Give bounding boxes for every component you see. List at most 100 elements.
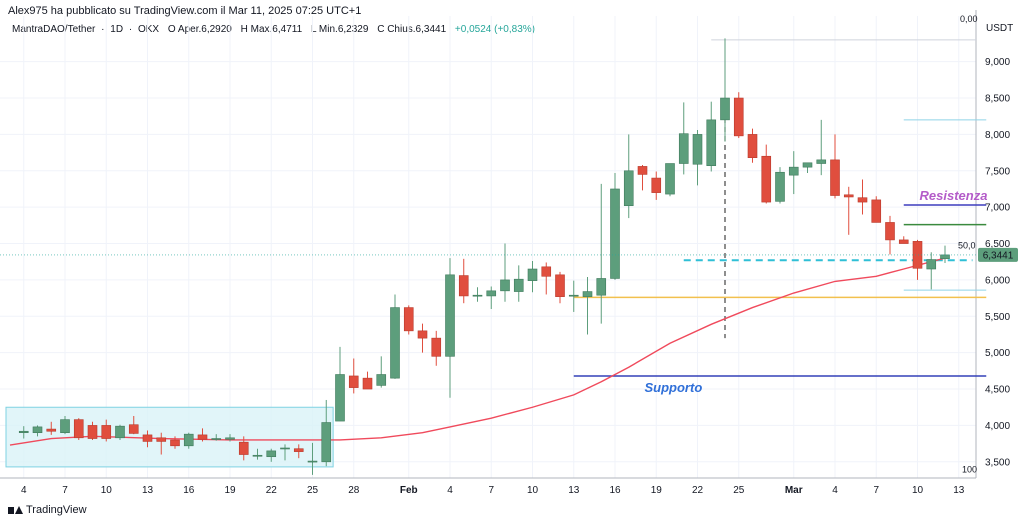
candle-down [403, 307, 414, 332]
candle-down [293, 448, 304, 452]
y-tick-label: 8,000 [985, 130, 1010, 141]
x-tick-label: 16 [609, 485, 621, 496]
candle-up [115, 425, 125, 439]
high-prefix: H [240, 24, 248, 35]
candle-up [623, 170, 634, 207]
y-tick-label: 5,000 [985, 348, 1010, 359]
x-tick-label: 10 [912, 485, 924, 496]
symbol-info-bar: MantraDAO/Tether · 1D · OKX O Aper.6,292… [12, 24, 535, 35]
support-label: Supporto [645, 380, 703, 395]
tradingview-logo[interactable]: TradingView [8, 504, 87, 516]
candle-up [940, 254, 950, 259]
candle-up [486, 290, 497, 297]
x-tick-label: 13 [568, 485, 580, 496]
candle-up [307, 460, 318, 463]
candle-up [926, 259, 937, 270]
candle-up [445, 274, 455, 357]
published-by-text: Alex975 ha pubblicato su TradingView.com… [8, 5, 362, 17]
x-tick-label: 4 [21, 485, 27, 496]
candle-down [857, 197, 868, 203]
candle-down [541, 266, 552, 277]
candle-down [156, 437, 167, 442]
candle-up [32, 426, 43, 434]
candle-up [816, 159, 827, 164]
x-tick-label: 13 [142, 485, 154, 496]
tradingview-brand-text: TradingView [26, 504, 87, 516]
candle-down [46, 428, 57, 432]
candle-up [225, 437, 235, 440]
symbol-name[interactable]: MantraDAO/Tether [12, 24, 96, 35]
candle-down [912, 241, 923, 269]
x-tick-label: 7 [873, 485, 879, 496]
open-prefix: O [167, 24, 176, 35]
x-tick-label: Mar [785, 485, 803, 496]
candle-down [733, 97, 744, 137]
candle-up [472, 294, 483, 297]
candle-down [651, 177, 662, 193]
candle-up [335, 374, 345, 422]
candle-down [898, 239, 909, 244]
candle-down [170, 439, 180, 447]
candle-down [830, 159, 840, 196]
candle-down [197, 434, 208, 440]
candle-down [73, 419, 84, 439]
x-tick-label: 7 [62, 485, 68, 496]
candle-up [18, 430, 29, 434]
candle-up [321, 422, 332, 463]
close-value: Chius.6,3441 [387, 24, 447, 35]
low-prefix: L [310, 24, 317, 35]
candle-down [555, 274, 565, 297]
open-value: Aper.6,2920 [177, 24, 232, 35]
candle-down [431, 337, 442, 357]
candle-up [720, 97, 730, 121]
interval-label[interactable]: 1D [110, 24, 124, 35]
candle-up [596, 278, 607, 296]
change-value: +0,0524 (+0,83%) [454, 24, 535, 35]
candle-down [761, 155, 772, 203]
price-tag-text: 6,3441 [983, 250, 1014, 261]
x-tick-label: 22 [266, 485, 278, 496]
x-tick-label: 10 [101, 485, 113, 496]
y-tick-label: 6,500 [985, 239, 1010, 250]
candle-down [87, 425, 98, 439]
candle-up [665, 163, 675, 195]
price-tag-box [978, 247, 1018, 262]
candle-up [568, 294, 579, 297]
candle-up [775, 171, 785, 202]
y-tick-label: 7,000 [985, 203, 1010, 214]
low-value: Min.6,2329 [318, 24, 369, 35]
candle-down [238, 441, 249, 455]
x-tick-label: 25 [733, 485, 745, 496]
x-tick-label: 4 [832, 485, 838, 496]
candle-up [802, 162, 813, 168]
candle-up [513, 278, 524, 292]
candle-down [747, 134, 758, 158]
x-tick-label: Feb [400, 485, 418, 496]
y-tick-label: 6,000 [985, 275, 1010, 286]
x-tick-label: 25 [307, 485, 319, 496]
x-tick-label: 19 [651, 485, 663, 496]
candle-up [60, 419, 70, 434]
fib-50-label: 50,0 [958, 241, 976, 251]
candle-up [527, 268, 538, 281]
x-tick-label: 4 [447, 485, 453, 496]
accumulation-zone-box [5, 406, 334, 468]
candle-up [390, 307, 400, 379]
candle-up [678, 133, 689, 164]
x-tick-label: 28 [348, 485, 360, 496]
candle-down [637, 166, 648, 175]
x-tick-label: 22 [692, 485, 704, 496]
candle-down [142, 434, 153, 442]
candle-down [417, 330, 428, 339]
candle-up [252, 454, 263, 457]
y-tick-label: 5,500 [985, 312, 1010, 323]
candle-up [500, 279, 510, 292]
tradingview-logo-icon [8, 505, 23, 515]
candle-up [582, 291, 593, 297]
candle-down [101, 425, 112, 439]
candle-up [610, 188, 620, 279]
high-value: Max.6,4711 [250, 24, 303, 35]
candle-up [706, 119, 717, 166]
candle-up [183, 433, 194, 447]
